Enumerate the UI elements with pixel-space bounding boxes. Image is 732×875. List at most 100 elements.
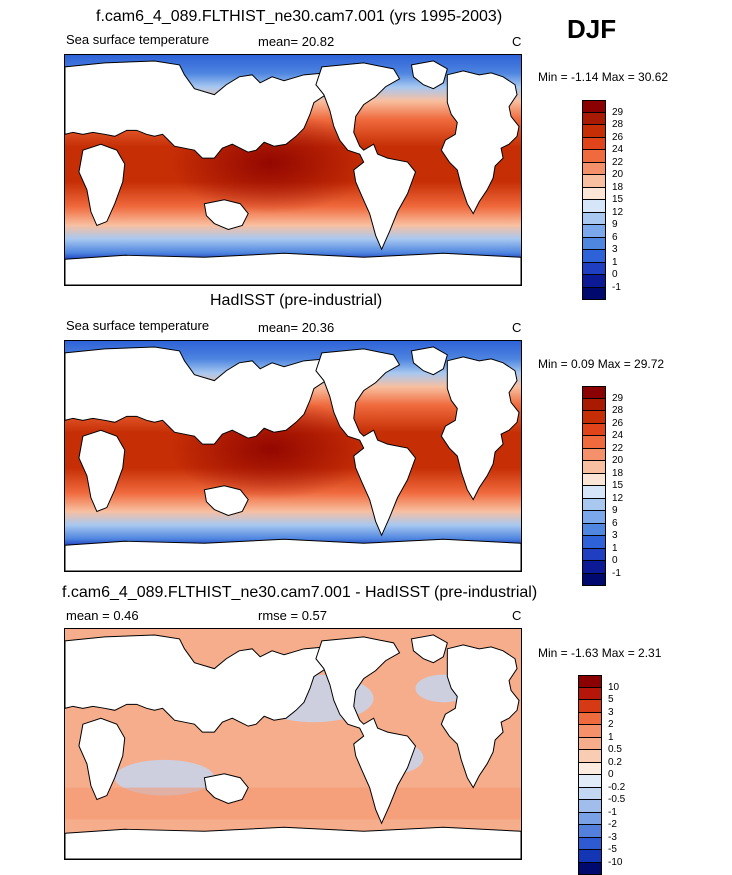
colorbar-label: -0.2 <box>608 782 625 793</box>
colorbar-swatch <box>578 838 602 851</box>
colorbar-swatch <box>578 713 602 726</box>
colorbar-swatch <box>582 524 606 537</box>
colorbar-label: 18 <box>612 182 623 193</box>
colorbar-label: 26 <box>612 418 623 429</box>
colorbar-label: 1 <box>612 543 618 554</box>
colorbar-swatch <box>582 499 606 512</box>
colorbar-swatch <box>578 688 602 701</box>
colorbar-label: 0 <box>612 555 618 566</box>
colorbar-label: 1 <box>612 257 618 268</box>
colorbar-label: 22 <box>612 443 623 454</box>
colorbar-label: 24 <box>612 144 623 155</box>
map-canvas <box>65 55 521 285</box>
colorbar-label: -0.5 <box>608 794 625 805</box>
colorbar-label: 9 <box>612 505 618 516</box>
sst-map <box>64 54 522 286</box>
colorbar-swatch <box>582 436 606 449</box>
colorbar-swatch <box>582 238 606 251</box>
colorbar-label: 29 <box>612 393 623 404</box>
mean-value: mean= 20.82 <box>258 34 334 49</box>
colorbar-label: -10 <box>608 857 622 868</box>
land-mass <box>65 253 521 285</box>
colorbar-swatch <box>578 763 602 776</box>
colorbar-swatch <box>582 461 606 474</box>
colorbar-swatch <box>582 386 606 399</box>
mean-value: mean= 20.36 <box>258 320 334 335</box>
colorbar-swatch <box>582 113 606 126</box>
colorbar-swatch <box>578 863 602 875</box>
colorbar-swatch <box>582 125 606 138</box>
colorbar-label: 10 <box>608 682 619 693</box>
units-label: C <box>512 34 521 49</box>
colorbar-label: 26 <box>612 132 623 143</box>
units-label: C <box>512 608 521 623</box>
colorbar-swatch <box>578 788 602 801</box>
colorbar-label: -1 <box>612 282 621 293</box>
colorbar-swatch <box>578 700 602 713</box>
colorbar-swatch <box>582 549 606 562</box>
colorbar-swatch <box>582 175 606 188</box>
colorbar-label: 0.2 <box>608 757 622 768</box>
colorbar-label: -3 <box>608 832 617 843</box>
colorbar-label: 2 <box>608 719 614 730</box>
colorbar-swatch <box>582 225 606 238</box>
colorbar-swatch <box>582 424 606 437</box>
colorbar-label: 6 <box>612 232 618 243</box>
colorbar-label: 0 <box>608 769 614 780</box>
colorbar-swatch <box>578 850 602 863</box>
colorbar-swatch <box>578 825 602 838</box>
colorbar-swatch <box>578 775 602 788</box>
colorbar-swatch <box>582 474 606 487</box>
colorbar-label: 6 <box>612 518 618 529</box>
colorbar-label: -1 <box>608 807 617 818</box>
rmse-value: rmse = 0.57 <box>258 608 327 623</box>
map-canvas <box>65 629 521 859</box>
colorbar-label: 3 <box>612 244 618 255</box>
colorbar-label: 1 <box>608 732 614 743</box>
colorbar-swatch <box>582 536 606 549</box>
colorbar-label: 0 <box>612 269 618 280</box>
colorbar-swatch <box>582 263 606 276</box>
colorbar-label: 12 <box>612 207 623 218</box>
land-mass <box>65 539 521 571</box>
colorbar-label: 9 <box>612 219 618 230</box>
colorbar-label: -5 <box>608 844 617 855</box>
colorbar-label: 24 <box>612 430 623 441</box>
colorbar-swatch <box>582 213 606 226</box>
colorbar-swatch <box>582 163 606 176</box>
difference-map <box>64 628 522 860</box>
colorbar-swatch <box>578 813 602 826</box>
colorbar-label: 29 <box>612 107 623 118</box>
colorbar-swatch <box>578 675 602 688</box>
sst-map <box>64 340 522 572</box>
colorbar-swatch <box>578 800 602 813</box>
panel-title: f.cam6_4_089.FLTHIST_ne30.cam7.001 (yrs … <box>96 8 502 26</box>
panel-title: HadISST (pre-industrial) <box>210 292 382 310</box>
min-max-label: Min = -1.63 Max = 2.31 <box>538 646 661 660</box>
colorbar-label: 3 <box>612 530 618 541</box>
min-max-label: Min = -1.14 Max = 30.62 <box>538 70 668 84</box>
colorbar-label: 15 <box>612 194 623 205</box>
variable-label: Sea surface temperature <box>66 318 209 333</box>
colorbar-swatch <box>578 738 602 751</box>
variable-label: Sea surface temperature <box>66 32 209 47</box>
colorbar-swatch <box>582 561 606 574</box>
colorbar-swatch <box>582 250 606 263</box>
colorbar-swatch <box>582 138 606 151</box>
colorbar-swatch <box>582 449 606 462</box>
colorbar-label: 20 <box>612 455 623 466</box>
colorbar-swatch <box>582 275 606 288</box>
map-canvas <box>65 341 521 571</box>
colorbar-label: -1 <box>612 568 621 579</box>
colorbar-swatch <box>582 200 606 213</box>
colorbar-label: -2 <box>608 819 617 830</box>
colorbar-swatch <box>582 411 606 424</box>
warm-anomaly-band <box>65 788 521 820</box>
colorbar-label: 22 <box>612 157 623 168</box>
colorbar-swatch <box>582 511 606 524</box>
colorbar-swatch <box>578 725 602 738</box>
panel-title: f.cam6_4_089.FLTHIST_ne30.cam7.001 - Had… <box>62 584 537 602</box>
